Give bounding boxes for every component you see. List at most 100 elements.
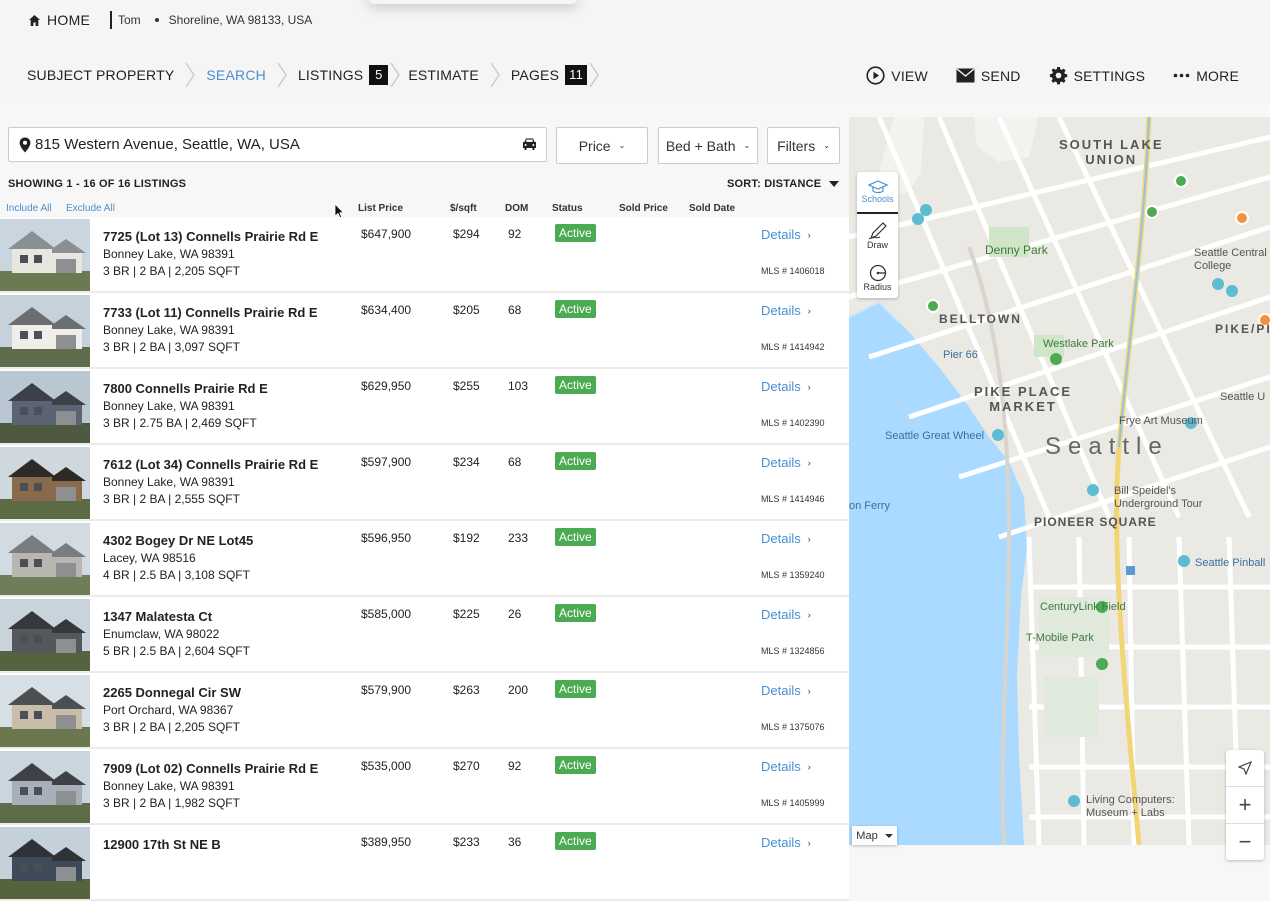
listing-photo[interactable] [0, 599, 90, 671]
chevron-right-icon: › [807, 457, 811, 468]
my-location-button[interactable] [1226, 750, 1264, 787]
listing-row[interactable]: 2265 Donnegal Cir SW Port Orchard, WA 983… [0, 673, 849, 749]
view-button[interactable]: VIEW [866, 66, 928, 85]
listings-count-badge: 5 [369, 65, 389, 85]
details-link[interactable]: Details › [761, 835, 811, 850]
zoom-in-button[interactable]: + [1226, 787, 1264, 824]
listing-price: $389,950 [361, 835, 412, 849]
send-button[interactable]: SEND [956, 68, 1021, 84]
tab-estimate[interactable]: ESTIMATE [408, 62, 479, 88]
chevron-right-icon: › [807, 837, 811, 848]
listing-city: Bonney Lake, WA 98391 [103, 399, 235, 413]
tab-label: SUBJECT PROPERTY [27, 67, 175, 83]
details-link[interactable]: Details › [761, 759, 811, 774]
map-label-t-mobile-park: T-Mobile Park [1026, 632, 1094, 644]
listing-specs: 3 BR | 2 BA | 2,205 SQFT [103, 720, 240, 734]
details-link[interactable]: Details › [761, 303, 811, 318]
map-pin-icon [19, 137, 31, 152]
details-link[interactable]: Details › [761, 607, 811, 622]
listing-city: Bonney Lake, WA 98391 [103, 475, 235, 489]
status-badge: Active [555, 832, 596, 850]
column-header-sold-price[interactable]: Sold Price [619, 203, 668, 214]
column-header-sold-date[interactable]: Sold Date [689, 203, 736, 214]
listing-city: Bonney Lake, WA 98391 [103, 323, 235, 337]
status-badge: Active [555, 680, 596, 698]
price-filter-button[interactable]: Price ⌄ [556, 127, 648, 164]
more-button[interactable]: MORE [1173, 68, 1239, 84]
home-link[interactable]: HOME [28, 12, 90, 28]
listing-photo[interactable] [0, 447, 90, 519]
details-label: Details [761, 303, 801, 318]
chevron-right-icon: › [807, 305, 811, 316]
zoom-out-button[interactable]: − [1226, 824, 1264, 860]
details-link[interactable]: Details › [761, 227, 811, 242]
tab-listings[interactable]: LISTINGS 5 [298, 62, 389, 88]
listing-photo[interactable] [0, 219, 90, 291]
map-label-seattle-pinball: Seattle Pinball [1195, 557, 1266, 569]
include-all-link[interactable]: Include All [6, 203, 52, 214]
details-link[interactable]: Details › [761, 531, 811, 546]
listing-row[interactable]: 4302 Bogey Dr NE Lot45 Lacey, WA 98516 4 B… [0, 521, 849, 597]
listing-days-on-market: 36 [508, 835, 522, 849]
listing-price-per-sqft: $205 [453, 303, 480, 317]
tab-search[interactable]: SEARCH [206, 62, 266, 88]
settings-button[interactable]: SETTINGS [1049, 66, 1146, 85]
listing-address: 4302 Bogey Dr NE Lot45 [103, 533, 254, 548]
listing-photo[interactable] [0, 371, 90, 443]
details-link[interactable]: Details › [761, 683, 811, 698]
listing-photo[interactable] [0, 523, 90, 595]
more-filters-button[interactable]: Filters ⌄ [767, 127, 840, 164]
more-label: MORE [1196, 67, 1239, 84]
top-bar: HOME Tom Shoreline, WA 98133, USA SUBJEC… [0, 0, 1270, 102]
draw-tool-label: Draw [866, 240, 888, 250]
listing-row[interactable]: 7733 (Lot 11) Connells Prairie Rd E Bonne… [0, 293, 849, 369]
listing-city: Lacey, WA 98516 [103, 551, 196, 565]
column-header-psf[interactable]: $/sqft [450, 203, 477, 214]
column-header-status[interactable]: Status [552, 203, 583, 214]
tab-pages[interactable]: PAGES 11 [511, 62, 588, 88]
workflow-tabs: SUBJECT PROPERTY SEARCH LISTINGS 5 ESTIMA… [27, 62, 601, 88]
listing-photo[interactable] [0, 751, 90, 823]
details-link[interactable]: Details › [761, 379, 811, 394]
draw-tool[interactable]: Draw [857, 214, 898, 258]
listing-row[interactable]: 1347 Malatesta Ct Enumclaw, WA 98022 5 BR … [0, 597, 849, 673]
details-link[interactable]: Details › [761, 455, 811, 470]
user-name: Tom [118, 13, 141, 27]
radius-tool[interactable]: Radius [857, 258, 898, 298]
map-canvas [849, 117, 1270, 845]
map-label-centurylink-field: CenturyLink Field [1040, 601, 1126, 613]
column-header-list-price[interactable]: List Price [358, 203, 404, 214]
map-label-seattle: Seattle [1045, 433, 1169, 460]
chevron-right-icon: › [807, 609, 811, 620]
map-view[interactable]: SOUTH LAKE UNION Denny Park Seattle Cent… [849, 117, 1270, 845]
listing-address: 7909 (Lot 02) Connells Prairie Rd E [103, 761, 319, 776]
listing-photo[interactable] [0, 827, 90, 899]
sort-dropdown[interactable]: SORT: DISTANCE [727, 178, 840, 190]
map-label-south-lake-union: SOUTH LAKE UNION [1059, 137, 1164, 167]
listing-row[interactable]: 7725 (Lot 13) Connells Prairie Rd E Bonne… [0, 217, 849, 293]
radius-icon [869, 264, 886, 282]
listing-photo[interactable] [0, 295, 90, 367]
listing-address: 7800 Connells Prairie Rd E [103, 381, 268, 396]
listing-row[interactable]: 7800 Connells Prairie Rd E Bonney Lake, W… [0, 369, 849, 445]
listing-row[interactable]: 7909 (Lot 02) Connells Prairie Rd E Bonne… [0, 749, 849, 825]
details-label: Details [761, 835, 801, 850]
tab-subject-property[interactable]: SUBJECT PROPERTY [27, 62, 174, 88]
map-label-westlake-park: Westlake Park [1043, 338, 1114, 350]
address-search-input[interactable] [31, 136, 505, 153]
column-header-dom[interactable]: DOM [505, 203, 529, 214]
chevron-right-icon: › [807, 229, 811, 240]
bed-bath-filter-button[interactable]: Bed + Bath ⌄ [658, 127, 758, 164]
exclude-all-link[interactable]: Exclude All [66, 203, 115, 214]
chevron-right-icon [589, 62, 599, 88]
map-label-pike-place-market: PIKE PLACE MARKET [974, 384, 1073, 414]
listing-mls-number: MLS # 1414946 [761, 494, 825, 504]
car-icon[interactable] [522, 137, 537, 151]
separator-dot [154, 18, 159, 22]
listing-price: $634,400 [361, 303, 412, 317]
schools-tool[interactable]: Schools [857, 172, 898, 214]
map-type-dropdown[interactable]: Map [852, 826, 897, 845]
listing-photo[interactable] [0, 675, 90, 747]
listing-row[interactable]: 7612 (Lot 34) Connells Prairie Rd E Bonne… [0, 445, 849, 521]
listing-row[interactable]: 12900 17th St NE B $389,950 $233 36 Active De… [0, 825, 849, 901]
